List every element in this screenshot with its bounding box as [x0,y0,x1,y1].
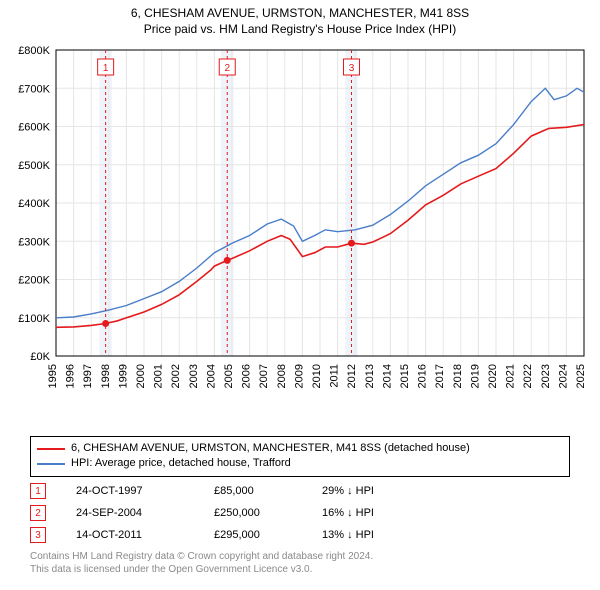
svg-text:2014: 2014 [381,364,393,388]
svg-text:£700K: £700K [18,83,50,95]
transaction-pct-2: 16% ↓ HPI [322,507,442,519]
chart-container: { "title": { "line1": "6, CHESHAM AVENUE… [0,0,600,590]
svg-text:1: 1 [103,63,109,74]
svg-text:2009: 2009 [293,364,305,388]
license-line-1: Contains HM Land Registry data © Crown c… [30,550,373,563]
chart-area: £0K £100K £200K £300K £400K £500K £600K £700K £8… [10,44,590,424]
svg-text:£400K: £400K [18,198,50,210]
license-text: Contains HM Land Registry data © Crown c… [30,550,373,576]
svg-text:£200K: £200K [18,275,50,287]
svg-text:2011: 2011 [329,364,341,388]
svg-text:2002: 2002 [170,364,182,388]
transaction-pct-3: 13% ↓ HPI [322,529,442,541]
transaction-marker-2: 2 [30,505,46,521]
svg-text:2010: 2010 [311,364,323,388]
svg-text:2008: 2008 [276,364,288,388]
transaction-price-3: £295,000 [214,529,304,541]
svg-text:2000: 2000 [135,364,147,388]
transaction-marker-1: 1 [30,483,46,499]
svg-text:2007: 2007 [258,364,270,388]
legend-item-hpi: HPI: Average price, detached house, Traf… [37,456,563,471]
svg-text:2022: 2022 [522,364,534,388]
svg-text:£0K: £0K [30,351,50,363]
svg-text:2016: 2016 [417,364,429,388]
svg-text:2025: 2025 [575,364,587,388]
transaction-row-3: 3 14-OCT-2011 £295,000 13% ↓ HPI [30,524,442,546]
svg-text:2001: 2001 [153,364,165,388]
svg-text:2: 2 [224,63,230,74]
legend-label-hpi: HPI: Average price, detached house, Traf… [71,456,291,471]
svg-text:2012: 2012 [346,364,358,388]
svg-text:2018: 2018 [452,364,464,388]
svg-text:2006: 2006 [241,364,253,388]
svg-text:2024: 2024 [557,364,569,388]
svg-text:£500K: £500K [18,160,50,172]
transaction-row-1: 1 24-OCT-1997 £85,000 29% ↓ HPI [30,480,442,502]
license-line-2: This data is licensed under the Open Gov… [30,563,373,576]
legend-label-price: 6, CHESHAM AVENUE, URMSTON, MANCHESTER, … [71,441,470,456]
legend-swatch-hpi [37,463,65,465]
svg-text:2015: 2015 [399,364,411,388]
svg-text:2021: 2021 [505,364,517,388]
svg-text:3: 3 [349,63,355,74]
svg-text:1995: 1995 [47,364,59,388]
svg-text:2005: 2005 [223,364,235,388]
svg-text:2003: 2003 [188,364,200,388]
transaction-date-3: 14-OCT-2011 [76,529,196,541]
svg-text:2013: 2013 [364,364,376,388]
svg-text:1997: 1997 [82,364,94,388]
transaction-date-2: 24-SEP-2004 [76,507,196,519]
title-line-2: Price paid vs. HM Land Registry's House … [0,22,600,38]
legend-swatch-price [37,448,65,450]
svg-text:1999: 1999 [117,364,129,388]
transaction-row-2: 2 24-SEP-2004 £250,000 16% ↓ HPI [30,502,442,524]
svg-text:2019: 2019 [469,364,481,388]
svg-text:2017: 2017 [434,364,446,388]
svg-text:1996: 1996 [65,364,77,388]
transaction-price-2: £250,000 [214,507,304,519]
svg-text:2023: 2023 [540,364,552,388]
svg-text:2020: 2020 [487,364,499,388]
legend-item-price: 6, CHESHAM AVENUE, URMSTON, MANCHESTER, … [37,441,563,456]
transaction-marker-3: 3 [30,527,46,543]
chart-svg: £0K £100K £200K £300K £400K £500K £600K £700K £8… [10,44,590,424]
svg-text:2004: 2004 [205,364,217,388]
chart-title: 6, CHESHAM AVENUE, URMSTON, MANCHESTER, … [0,0,600,37]
title-line-1: 6, CHESHAM AVENUE, URMSTON, MANCHESTER, … [0,6,600,22]
svg-text:1998: 1998 [100,364,112,388]
transaction-price-1: £85,000 [214,485,304,497]
legend: 6, CHESHAM AVENUE, URMSTON, MANCHESTER, … [30,436,570,477]
svg-text:£600K: £600K [18,122,50,134]
svg-text:£100K: £100K [18,313,50,325]
transaction-pct-1: 29% ↓ HPI [322,485,442,497]
transactions-table: 1 24-OCT-1997 £85,000 29% ↓ HPI 2 24-SEP… [30,480,442,546]
svg-text:£300K: £300K [18,236,50,248]
svg-text:£800K: £800K [18,45,50,57]
transaction-date-1: 24-OCT-1997 [76,485,196,497]
